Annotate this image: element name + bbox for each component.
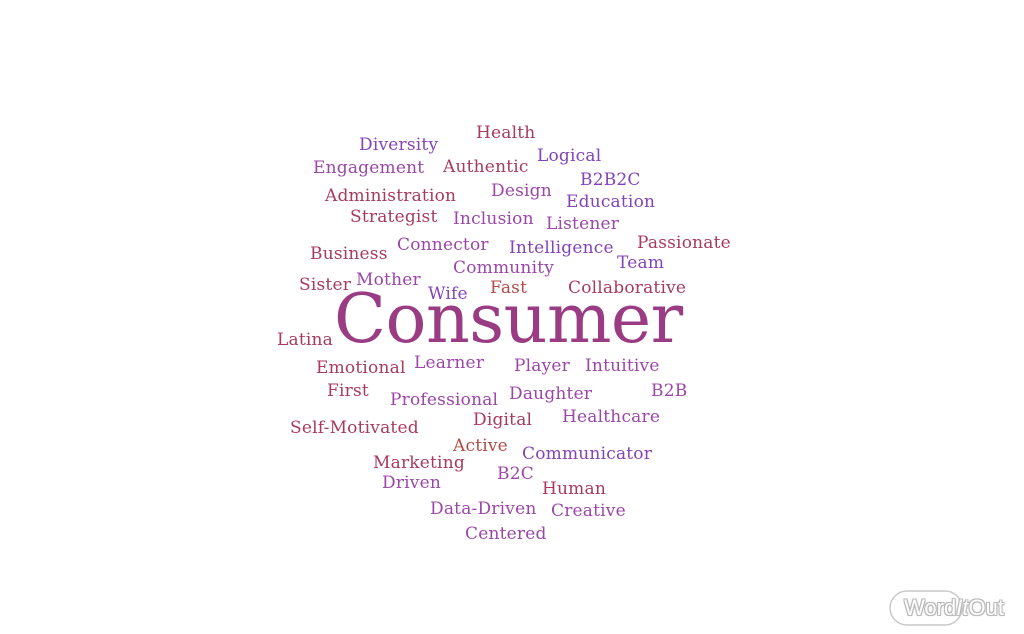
word-listener: Listener <box>546 214 620 234</box>
logo-word: Word <box>904 595 957 620</box>
word-fast: Fast <box>490 278 528 298</box>
word-health: Health <box>476 123 536 143</box>
logo-text: WordItOut <box>889 588 1019 628</box>
word-diversity: Diversity <box>359 135 439 155</box>
word-strategist: Strategist <box>350 207 438 227</box>
wordit-out-logo[interactable]: WordItOut <box>889 588 1019 628</box>
word-digital: Digital <box>473 410 533 430</box>
word-authentic: Authentic <box>443 157 529 177</box>
word-creative: Creative <box>551 501 626 521</box>
word-consumer: Consumer <box>334 280 683 359</box>
word-latina: Latina <box>277 330 333 350</box>
word-emotional: Emotional <box>316 358 406 378</box>
logo-badge-icon <box>889 590 963 626</box>
word-collaborative: Collaborative <box>568 278 687 298</box>
word-b2c: B2C <box>497 464 534 484</box>
word-learner: Learner <box>414 353 485 373</box>
logo-it: It <box>956 595 969 620</box>
word-centered: Centered <box>465 524 547 544</box>
word-driven: Driven <box>382 473 442 493</box>
word-communicator: Communicator <box>522 444 653 464</box>
word-professional: Professional <box>390 390 499 410</box>
word-engagement: Engagement <box>313 158 425 178</box>
word-intuitive: Intuitive <box>585 356 660 376</box>
word-b2b2c: B2B2C <box>580 170 641 190</box>
word-team: Team <box>617 253 665 273</box>
word-connector: Connector <box>397 235 489 255</box>
word-human: Human <box>542 479 606 499</box>
word-marketing: Marketing <box>373 453 465 473</box>
word-data-driven: Data-Driven <box>430 499 537 519</box>
word-business: Business <box>310 244 388 264</box>
word-active: Active <box>453 436 508 456</box>
word-community: Community <box>453 258 555 278</box>
word-healthcare: Healthcare <box>562 407 661 427</box>
word-passionate: Passionate <box>637 233 731 253</box>
word-wife: Wife <box>428 284 468 304</box>
logo-out: Out <box>968 595 1004 620</box>
word-daughter: Daughter <box>509 384 593 404</box>
word-self-motivated: Self-Motivated <box>290 418 419 438</box>
word-intelligence: Intelligence <box>509 238 614 258</box>
word-sister: Sister <box>299 275 352 295</box>
word-inclusion: Inclusion <box>453 209 534 229</box>
word-logical: Logical <box>537 146 602 166</box>
word-b2b: B2B <box>651 381 688 401</box>
word-first: First <box>327 381 369 401</box>
word-education: Education <box>566 192 656 212</box>
word-design: Design <box>491 181 552 201</box>
word-administration: Administration <box>325 186 457 206</box>
word-player: Player <box>514 356 571 376</box>
word-mother: Mother <box>356 270 421 290</box>
